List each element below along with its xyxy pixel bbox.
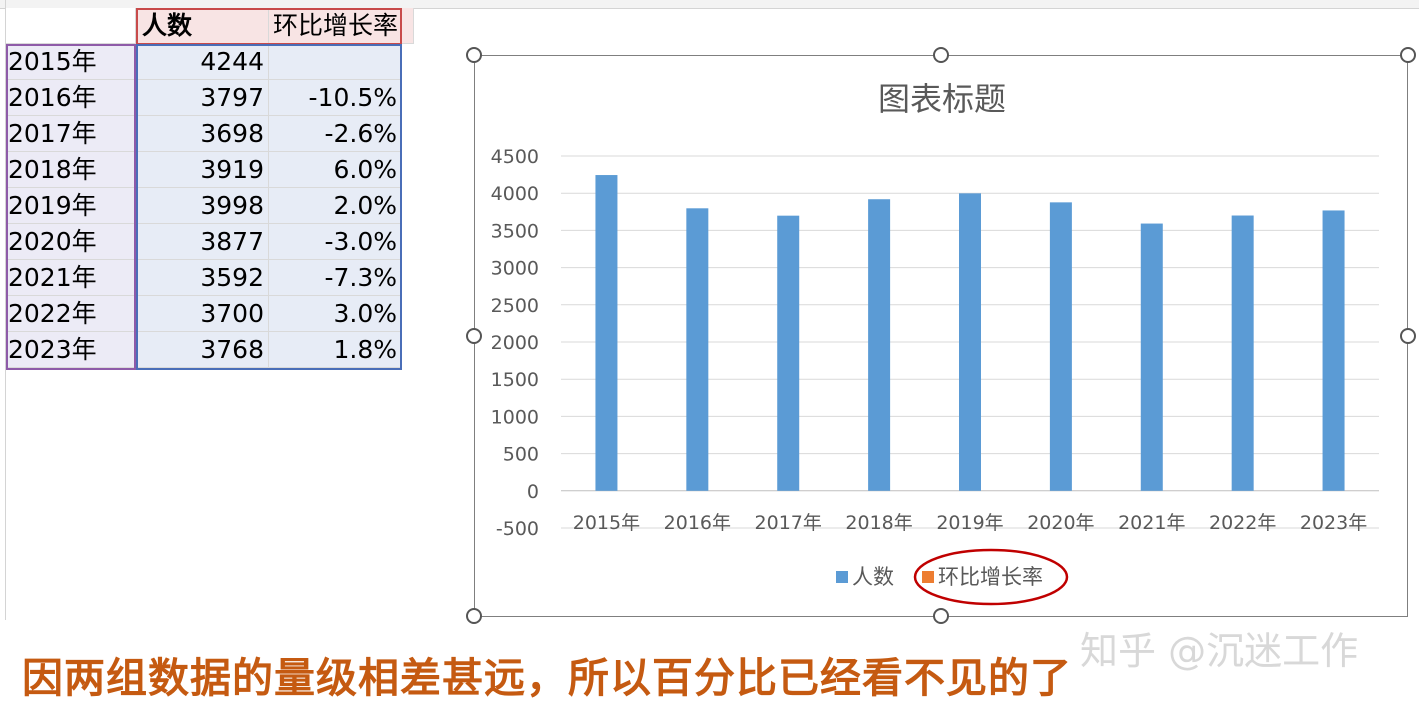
y-tick-label: 2000 [491, 332, 539, 354]
rate-cell[interactable] [269, 44, 402, 80]
rate-cell[interactable]: 2.0% [269, 188, 402, 224]
x-tick-label: 2015年 [573, 512, 640, 534]
bar [868, 199, 890, 491]
count-cell[interactable]: 3768 [136, 332, 269, 368]
x-tick-label: 2016年 [664, 512, 731, 534]
rate-cell[interactable]: -10.5% [269, 80, 402, 116]
resize-handle-bottom-center[interactable] [933, 608, 949, 624]
year-cell[interactable]: 2018年 [6, 152, 136, 188]
year-cell[interactable]: 2019年 [6, 188, 136, 224]
count-cell[interactable]: 3698 [136, 116, 269, 152]
y-tick-label: 1000 [491, 406, 539, 428]
year-cell[interactable]: 2017年 [6, 116, 136, 152]
count-cell[interactable]: 3700 [136, 296, 269, 332]
count-cell[interactable]: 4244 [136, 44, 269, 80]
header-rate-cell[interactable]: 环比增长率 [269, 8, 414, 44]
chart-svg: 图表标题 -500 0 500 1000 1500 2000 2500 3000 3500 4000… [475, 56, 1409, 618]
bar [777, 216, 799, 491]
legend-swatch-count [836, 571, 848, 583]
resize-handle-top-left[interactable] [466, 47, 482, 63]
year-cell[interactable]: 2015年 [6, 44, 136, 80]
rate-cell[interactable]: -2.6% [269, 116, 402, 152]
x-tick-label: 2021年 [1118, 512, 1185, 534]
x-tick-label: 2022年 [1209, 512, 1276, 534]
year-cell[interactable]: 2021年 [6, 260, 136, 296]
resize-handle-top-center[interactable] [933, 47, 949, 63]
resize-handle-top-right[interactable] [1400, 47, 1416, 63]
legend-label-rate: 环比增长率 [938, 565, 1043, 589]
bar [1141, 224, 1163, 491]
bar [686, 208, 708, 490]
rate-cell[interactable]: 6.0% [269, 152, 402, 188]
x-tick-label: 2019年 [936, 512, 1003, 534]
chart-area[interactable]: 图表标题 -500 0 500 1000 1500 2000 2500 3000 3500 4000… [474, 55, 1408, 617]
x-tick-label: 2017年 [755, 512, 822, 534]
chart-title: 图表标题 [878, 80, 1006, 118]
explanation-caption: 因两组数据的量级相差甚远，所以百分比已经看不见的了 [22, 644, 1072, 704]
bar [959, 193, 981, 490]
legend-swatch-rate [922, 571, 934, 583]
resize-handle-middle-right[interactable] [1400, 328, 1416, 344]
bar [1050, 202, 1072, 490]
resize-handle-bottom-left[interactable] [466, 608, 482, 624]
header-count-cell[interactable]: 人数 [136, 8, 269, 44]
rate-cell[interactable]: 1.8% [269, 332, 402, 368]
watermark-text: 知乎 @沉迷工作 [1080, 620, 1358, 675]
x-tick-label: 2020年 [1027, 512, 1094, 534]
year-cell[interactable]: 2016年 [6, 80, 136, 116]
y-tick-label: 3000 [491, 258, 539, 280]
x-tick-label: 2023年 [1300, 512, 1367, 534]
y-tick-label: 500 [503, 444, 539, 466]
y-tick-label: 0 [527, 481, 539, 503]
year-cell[interactable]: 2022年 [6, 296, 136, 332]
count-cell[interactable]: 3998 [136, 188, 269, 224]
bar [1232, 216, 1254, 491]
rate-cell[interactable]: 3.0% [269, 296, 402, 332]
y-tick-label: 4500 [491, 146, 539, 168]
bar [1323, 210, 1345, 490]
year-cell[interactable]: 2023年 [6, 332, 136, 368]
y-tick-label: 2500 [491, 295, 539, 317]
bar [595, 175, 617, 491]
count-cell[interactable]: 3797 [136, 80, 269, 116]
count-cell[interactable]: 3919 [136, 152, 269, 188]
resize-handle-middle-left[interactable] [466, 328, 482, 344]
legend-label-count: 人数 [852, 565, 894, 589]
y-tick-label: 3500 [491, 220, 539, 242]
header-blank-cell[interactable] [6, 8, 136, 44]
y-tick-label: 1500 [491, 369, 539, 391]
year-cell[interactable]: 2020年 [6, 224, 136, 260]
x-tick-label: 2018年 [845, 512, 912, 534]
y-tick-label: 4000 [491, 183, 539, 205]
rate-cell[interactable]: -7.3% [269, 260, 402, 296]
rate-cell[interactable]: -3.0% [269, 224, 402, 260]
count-cell[interactable]: 3877 [136, 224, 269, 260]
count-cell[interactable]: 3592 [136, 260, 269, 296]
y-tick-label: -500 [496, 518, 539, 540]
